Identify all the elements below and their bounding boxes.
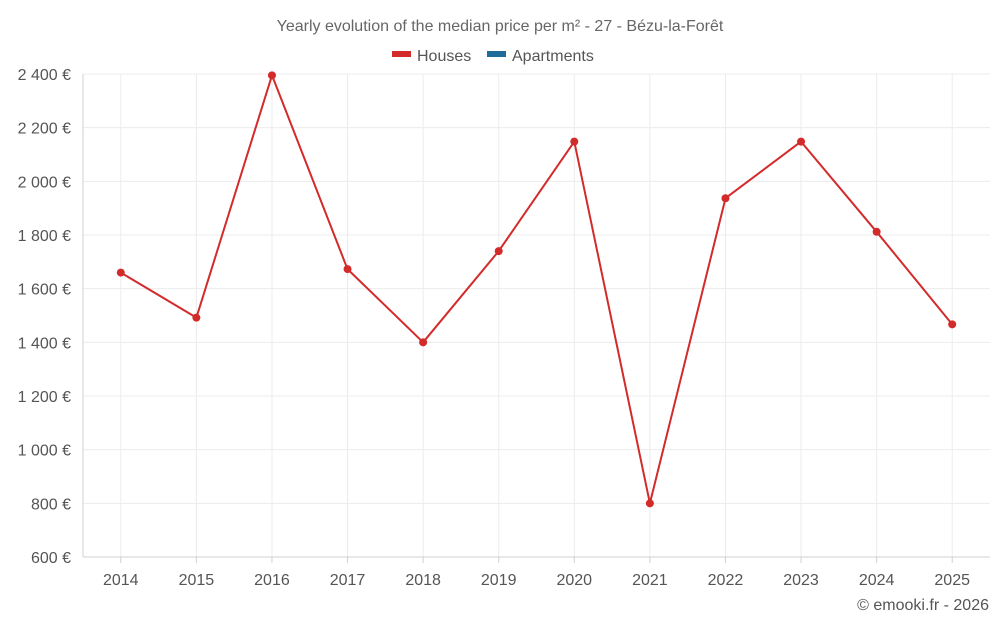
data-point-houses-2018[interactable] — [419, 338, 428, 347]
data-point-houses-2022[interactable] — [721, 194, 730, 203]
data-point-houses-2016[interactable] — [267, 71, 276, 80]
y-tick-label: 1 000 € — [18, 443, 71, 460]
data-point-houses-2014[interactable] — [116, 268, 125, 277]
legend-swatch-apartments — [487, 51, 506, 57]
legend-label-apartments: Apartments — [512, 48, 594, 65]
grid — [83, 73, 990, 557]
legend-item-apartments[interactable]: Apartments — [487, 48, 594, 65]
data-point-houses-2025[interactable] — [948, 320, 957, 329]
x-tick-label: 2016 — [254, 572, 290, 589]
x-axis-ticks: 2014 2015 2016 2017 2018 2019 2020 2021 2022 2023… — [103, 572, 970, 589]
x-tick-label: 2022 — [708, 572, 744, 589]
y-tick-label: 2 000 € — [18, 174, 71, 191]
data-point-houses-2024[interactable] — [872, 227, 881, 236]
x-tick-label: 2015 — [179, 572, 215, 589]
y-tick-label: 1 200 € — [18, 389, 71, 406]
series-houses — [116, 71, 957, 508]
legend: Houses Apartments — [392, 48, 594, 65]
data-point-houses-2023[interactable] — [797, 137, 806, 146]
y-tick-label: 1 800 € — [18, 228, 71, 245]
y-tick-label: 2 200 € — [18, 121, 71, 138]
data-point-houses-2021[interactable] — [645, 499, 654, 508]
credit: © emooki.fr - 2026 — [857, 597, 989, 614]
x-tick-label: 2023 — [783, 572, 819, 589]
x-tick-label: 2018 — [405, 572, 441, 589]
x-tick-label: 2019 — [481, 572, 517, 589]
axes — [82, 74, 990, 563]
data-point-houses-2017[interactable] — [343, 265, 352, 274]
x-tick-label: 2024 — [859, 572, 895, 589]
data-point-houses-2020[interactable] — [570, 137, 579, 146]
y-tick-label: 1 600 € — [18, 282, 71, 299]
y-tick-label: 600 € — [31, 550, 71, 567]
x-tick-label: 2021 — [632, 572, 668, 589]
x-tick-label: 2020 — [556, 572, 592, 589]
data-point-houses-2015[interactable] — [192, 313, 201, 322]
x-tick-label: 2014 — [103, 572, 139, 589]
y-tick-label: 800 € — [31, 496, 71, 513]
y-tick-label: 2 400 € — [18, 67, 71, 84]
chart-title: Yearly evolution of the median price per… — [277, 18, 724, 35]
legend-item-houses[interactable]: Houses — [392, 48, 471, 65]
y-axis-ticks: 600 € 800 € 1 000 € 1 200 € 1 400 € 1 600 € 1 … — [18, 67, 71, 567]
legend-swatch-houses — [392, 51, 411, 57]
legend-label-houses: Houses — [417, 48, 471, 65]
series-line-houses — [120, 74, 953, 505]
x-tick-label: 2025 — [934, 572, 970, 589]
y-tick-label: 1 400 € — [18, 335, 71, 352]
x-tick-label: 2017 — [330, 572, 366, 589]
data-point-houses-2019[interactable] — [494, 247, 503, 256]
